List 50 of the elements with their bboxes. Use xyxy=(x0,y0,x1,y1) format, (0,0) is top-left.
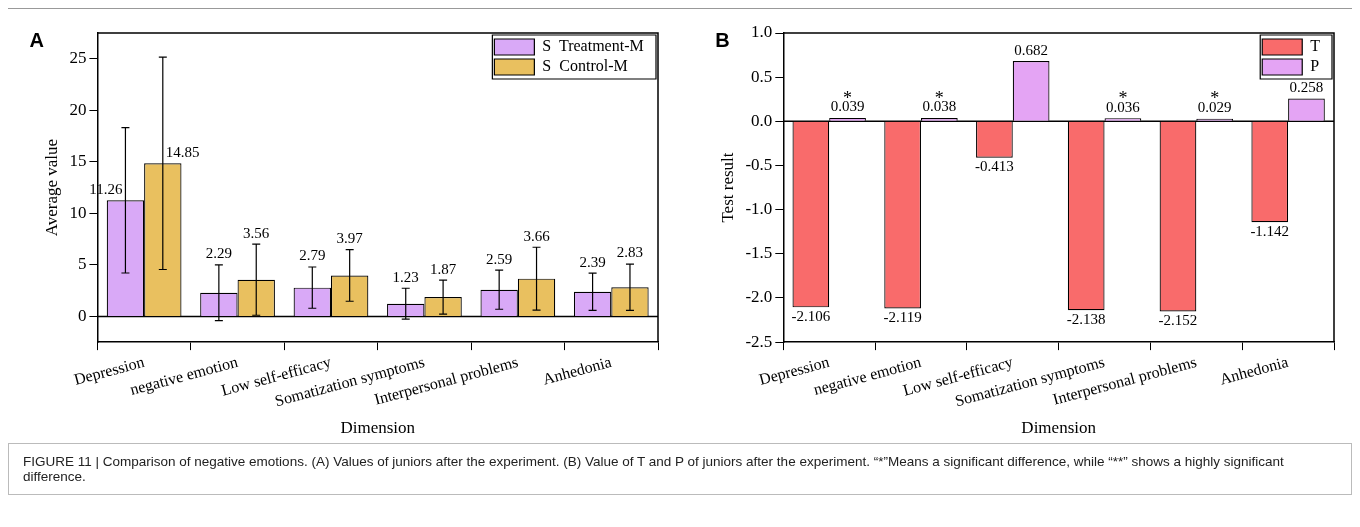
y-tick-label: 20 xyxy=(69,99,87,119)
y-tick-label: 5 xyxy=(77,254,87,274)
y-tick-label: 1.0 xyxy=(751,22,773,42)
data-label: 2.29 xyxy=(205,245,232,262)
data-label: 0.029 xyxy=(1197,99,1232,116)
y-tick-label: -0.5 xyxy=(745,154,773,174)
chart-title: A xyxy=(29,28,44,51)
data-label: 3.66 xyxy=(523,227,551,244)
data-label: 1.23 xyxy=(392,268,419,285)
y-tick-label: -2.5 xyxy=(745,331,773,351)
x-tick-label: Anhedonia xyxy=(1217,352,1290,388)
x-axis-title: Dimension xyxy=(1021,418,1097,438)
legend-label: S Control-M xyxy=(542,57,628,75)
data-label: 2.79 xyxy=(299,247,326,264)
y-tick-label: 0.0 xyxy=(751,110,773,130)
y-axis-title: Average value xyxy=(41,138,61,237)
legend-label: P xyxy=(1310,57,1320,75)
data-label: -0.413 xyxy=(975,158,1014,175)
legend-label: S Treatment-M xyxy=(542,37,644,55)
y-tick-label: 0.5 xyxy=(751,66,773,86)
data-label: 0.038 xyxy=(922,98,957,115)
y-tick-label: -1.5 xyxy=(745,243,773,263)
y-axis-title: Test result xyxy=(717,152,737,223)
data-label: 2.83 xyxy=(616,244,644,261)
data-label: 0.258 xyxy=(1289,78,1324,95)
data-label: -2.138 xyxy=(1066,310,1106,327)
y-tick-label: -1.0 xyxy=(745,199,773,219)
data-label: -2.119 xyxy=(883,308,922,325)
chart-title: B xyxy=(715,28,730,51)
y-tick-label: 10 xyxy=(69,202,87,222)
data-label: 0.682 xyxy=(1014,41,1048,58)
y-tick-label: 25 xyxy=(69,48,87,68)
data-label: 2.59 xyxy=(486,250,513,267)
data-label: -2.152 xyxy=(1158,311,1198,328)
data-label: -1.142 xyxy=(1250,222,1290,239)
data-label: 2.39 xyxy=(579,253,606,270)
data-label: 0.036 xyxy=(1106,98,1141,115)
data-label: 0.039 xyxy=(830,98,865,115)
y-tick-label: -2.0 xyxy=(745,287,773,307)
data-label: 3.97 xyxy=(336,230,364,247)
y-tick-label: 0 xyxy=(77,305,87,325)
x-axis-title: Dimension xyxy=(340,418,416,438)
x-tick-label: Anhedonia xyxy=(540,352,614,388)
data-label: 14.85 xyxy=(165,143,200,160)
data-label: 3.56 xyxy=(243,224,270,241)
y-tick-label: 15 xyxy=(69,151,87,171)
legend-label: T xyxy=(1310,37,1321,55)
caption: FIGURE 11 | Comparison of negative emotions. (A) Values of juniors after the experiment. (B) Value of T and P of juniors after the experiment. “*”Means a significant difference, while “**” shows a highly significant difference. xyxy=(23,454,1285,484)
data-label: 1.87 xyxy=(429,260,457,277)
data-label: -2.106 xyxy=(791,307,831,324)
